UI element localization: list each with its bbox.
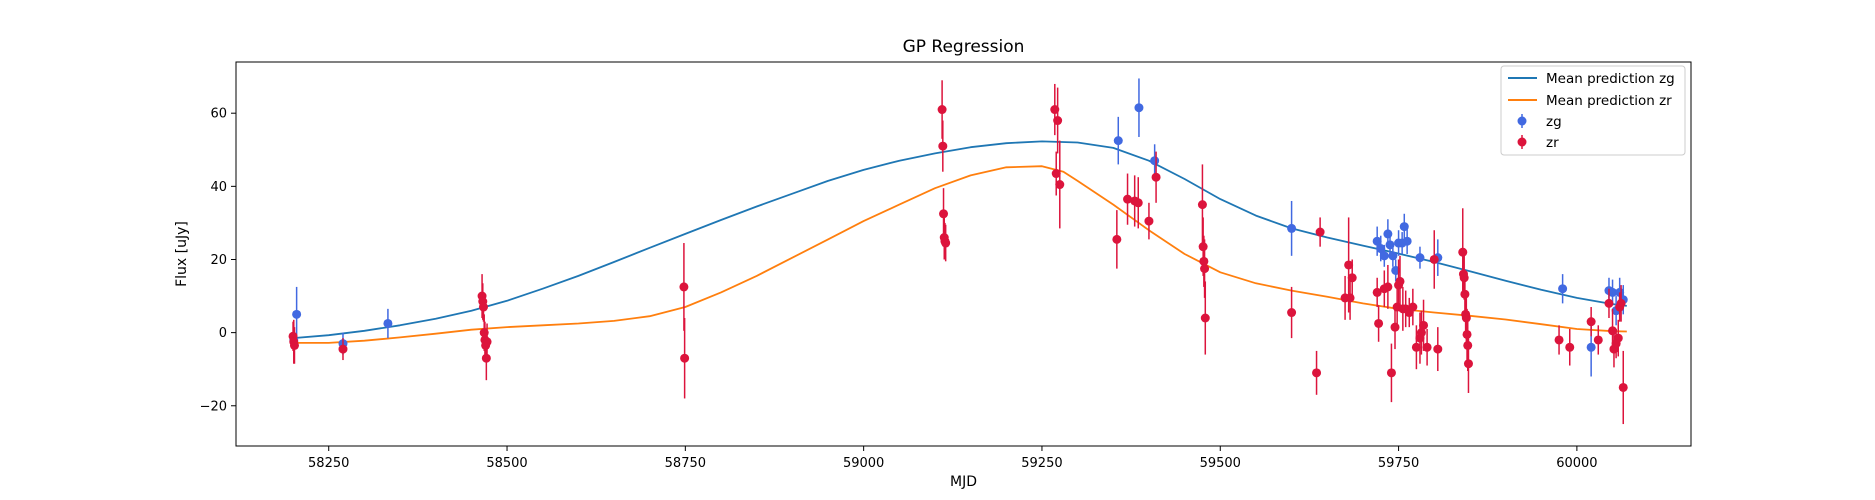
zr-point [1408,302,1418,312]
zg-point [1372,236,1382,246]
zg-point [1402,236,1412,246]
x-axis-ticks: 58250 58500 58750 59000 59250 59500 59750 60000 [308,446,1598,471]
x-tick-label: 58750 [665,456,706,471]
zr-point [482,337,492,347]
x-tick-label: 59750 [1378,456,1419,471]
zg-point [1608,287,1618,297]
x-tick-label: 60000 [1556,456,1597,471]
zg-point [292,309,302,319]
legend-label-zr: zr [1546,135,1559,151]
zr-point [1144,216,1154,226]
zg-point [1150,156,1160,166]
zr-mean-prediction-layer [293,165,1627,344]
zr-point [1123,194,1133,204]
zg-point [1586,342,1596,352]
zr-point [1554,335,1564,345]
zg-point [1415,253,1425,263]
zr-point [478,302,488,312]
x-axis-label: MJD [950,474,977,490]
legend-label-zg: zg [1546,114,1562,130]
zr-point [1616,298,1626,308]
zr-point [679,282,689,292]
zr-point [1374,318,1384,328]
zr-point [941,238,951,248]
x-tick-label: 59250 [1021,456,1062,471]
y-tick-label: 20 [210,253,227,268]
zr-point [1197,200,1207,210]
zr-point [1200,264,1210,274]
chart-title: GP Regression [903,37,1025,57]
plot-area [235,61,1692,447]
zr-point [1390,322,1400,332]
x-tick-label: 58500 [486,456,527,471]
zg-point [383,318,393,328]
zg-point [1287,223,1297,233]
zr-point [1312,368,1322,378]
zr-point [1604,298,1614,308]
zg-point [1558,284,1568,294]
zr-point [938,141,948,151]
zr-point [1586,317,1596,327]
zg-point [1376,244,1386,254]
zr-point [937,105,947,115]
zr-point [1133,198,1143,208]
y-tick-label: −20 [200,399,227,414]
zr-points-layer [288,80,1628,425]
y-tick-label: 0 [219,326,227,341]
zr-point [1372,287,1382,297]
zr-point [1395,276,1405,286]
zr-point [1151,172,1161,182]
zr-point [1344,260,1354,270]
zr-point [1613,333,1623,343]
zr-point [1429,254,1439,264]
y-axis-label: Flux [uJy] [174,221,190,287]
zr-point [1593,335,1603,345]
zr-point [1411,342,1421,352]
zr-point [1422,342,1432,352]
zr-point [1565,342,1575,352]
zr-point [1383,282,1393,292]
zg-point [1388,251,1398,261]
zr-point [939,209,949,219]
zr-point [1055,180,1065,190]
zg-point [1113,136,1123,146]
legend-label-zr-mean: Mean prediction zr [1546,93,1672,109]
zr-point [1051,169,1061,179]
x-tick-label: 58250 [308,456,349,471]
legend: Mean prediction zg Mean prediction zr zg… [1500,65,1686,156]
y-tick-label: 60 [210,107,227,122]
zr-point [289,340,299,350]
zr-point [1618,382,1628,392]
zr-point [338,344,348,354]
zr-point [1112,234,1122,244]
zr-mean-prediction-line [293,165,1627,344]
zr-point [1419,320,1429,330]
legend-label-zg-mean: Mean prediction zg [1546,71,1675,87]
zr-point [1347,273,1357,283]
zr-point [1608,326,1618,336]
legend-box [1500,65,1686,156]
zr-point [1053,116,1063,126]
legend-swatch-zg-marker [1517,116,1527,126]
y-tick-label: 40 [210,180,227,195]
legend-swatch-zr-marker [1517,137,1527,147]
zr-point [1345,293,1355,303]
x-tick-label: 59000 [843,456,884,471]
y-axis-ticks: −20 0 20 40 60 [200,107,236,414]
zr-point [1287,308,1297,318]
zr-point [1463,359,1473,369]
zg-point [1134,103,1144,113]
zr-point [1433,344,1443,354]
zr-point [1386,368,1396,378]
zr-point [1200,313,1210,323]
zg-point [1383,229,1393,239]
zr-point [1315,227,1325,237]
zr-point [680,353,690,363]
x-tick-label: 59500 [1200,456,1241,471]
zg-point [1379,251,1389,261]
